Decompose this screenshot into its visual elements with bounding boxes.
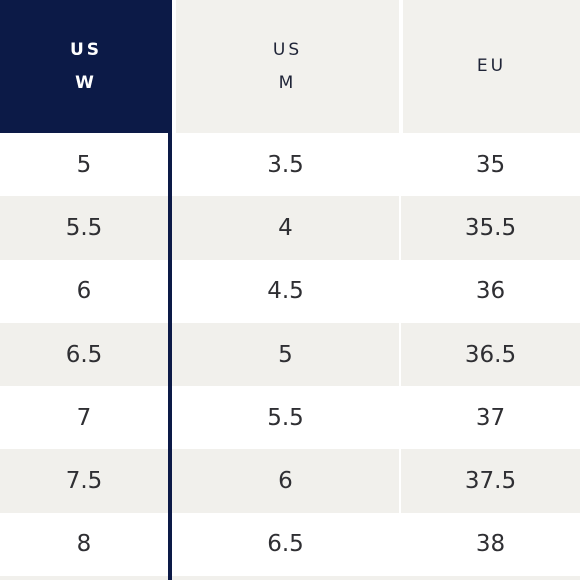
header-us-men: US M [172, 0, 399, 133]
header-us-women: US W [0, 0, 172, 133]
table-row: 7.5 6 37.5 [0, 449, 580, 513]
cell-us-men: 6.5 [267, 531, 304, 558]
cell-eu: 35 [399, 133, 580, 197]
cell-eu: 37 [399, 386, 580, 450]
cell-eu: 38 [399, 512, 580, 577]
cell-eu: 35.5 [399, 196, 580, 260]
cell-eu: 37.5 [399, 449, 580, 513]
cell-us-women: 5 [0, 133, 172, 197]
partial-cell-rest [172, 576, 580, 580]
cell-us-men: 5 [278, 341, 293, 368]
cell-eu: 36.5 [399, 322, 580, 387]
partial-cell-us-women [0, 576, 172, 580]
cell-eu: 36 [399, 259, 580, 323]
cell-us-men: 4 [278, 214, 293, 241]
cell-us-men: 4.5 [267, 278, 304, 305]
table-row: 8 6.5 38 [0, 512, 580, 577]
header-us-men-line2: M [278, 72, 297, 93]
cell-us-women: 6 [0, 259, 172, 323]
cell-us-men: 3.5 [267, 151, 304, 178]
table-row: 6.5 5 36.5 [0, 322, 580, 387]
header-us-women-line1: US [69, 39, 103, 60]
table-row: 6 4.5 36 [0, 259, 580, 323]
table-row: 7 5.5 37 [0, 386, 580, 450]
table-row: 5.5 4 35.5 [0, 196, 580, 260]
header-eu: EU [399, 0, 580, 133]
cell-us-men: 6 [278, 468, 293, 495]
cell-us-women: 7.5 [0, 449, 172, 513]
cell-us-women: 5.5 [0, 196, 172, 260]
header-us-women-line2: W [75, 72, 97, 93]
table-row-partial [0, 576, 580, 580]
table-row: 5 3.5 35 [0, 133, 580, 197]
cell-us-men: 5.5 [267, 404, 304, 431]
cell-us-women: 7 [0, 386, 172, 450]
table-header-row: US W US M EU [0, 0, 580, 133]
header-eu-line1: EU [476, 56, 507, 76]
cell-us-women: 8 [0, 512, 172, 577]
header-us-men-line1: US [272, 39, 303, 60]
cell-us-women: 6.5 [0, 322, 172, 387]
